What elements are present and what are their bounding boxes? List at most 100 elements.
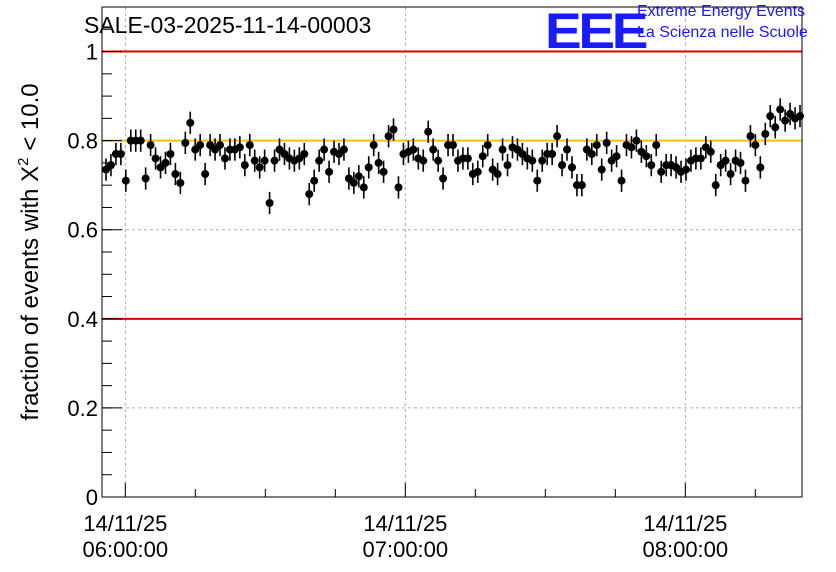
- data-point: [359, 183, 368, 192]
- data-point: [255, 163, 264, 172]
- y-tick-label: 1: [86, 40, 98, 65]
- data-point: [776, 105, 785, 114]
- eee-logo: EEE: [545, 3, 648, 59]
- logo-line-1: Extreme Energy Events: [637, 3, 806, 20]
- data-point: [642, 152, 651, 161]
- data-point: [567, 163, 576, 172]
- data-point: [796, 112, 804, 121]
- y-axis-label-sup: 2: [15, 157, 32, 165]
- data-point: [176, 178, 185, 187]
- y-tick-label: 0.8: [67, 129, 98, 154]
- data-point: [201, 170, 210, 179]
- data-point: [106, 161, 115, 170]
- data-point: [161, 158, 170, 167]
- data-point: [711, 181, 720, 190]
- data-series: [102, 98, 804, 215]
- data-point: [389, 125, 398, 134]
- y-axis-label-tail: < 10.0: [17, 83, 44, 157]
- chart-title: SALE-03-2025-11-14-00003: [84, 12, 372, 38]
- data-point: [751, 141, 760, 150]
- data-point: [756, 163, 765, 172]
- data-point: [181, 138, 190, 147]
- data-point: [478, 152, 487, 161]
- data-point: [379, 167, 388, 176]
- data-point: [781, 116, 790, 125]
- y-axis-label-main: fraction of events with X: [17, 166, 44, 421]
- data-point: [171, 170, 180, 179]
- data-point: [245, 141, 254, 150]
- data-point: [528, 156, 537, 165]
- data-point: [374, 158, 383, 167]
- data-point: [146, 141, 155, 150]
- data-point: [746, 132, 755, 141]
- data-point: [647, 161, 656, 170]
- data-point: [265, 199, 274, 207]
- data-point: [260, 156, 269, 165]
- data-point: [632, 136, 641, 145]
- data-point: [339, 145, 348, 154]
- data-point: [766, 112, 775, 121]
- logo-line-2: La Scienza nelle Scuole: [637, 24, 808, 41]
- data-point: [558, 161, 567, 170]
- data-point: [116, 150, 125, 158]
- data-point: [250, 156, 259, 165]
- data-point: [151, 154, 160, 163]
- data-point: [696, 154, 705, 163]
- data-point: [121, 176, 130, 185]
- data-point: [305, 190, 314, 199]
- data-point: [424, 127, 433, 136]
- x-tick-label-time: 06:00:00: [83, 537, 169, 562]
- x-tick-label-date: 14/11/25: [643, 511, 727, 536]
- data-point: [240, 161, 249, 170]
- plot-frame: [101, 6, 803, 498]
- data-point: [434, 156, 443, 165]
- data-point: [652, 141, 661, 150]
- data-point: [196, 141, 205, 150]
- data-point: [657, 167, 666, 176]
- data-point: [681, 165, 690, 174]
- y-tick-label: 0.2: [67, 396, 98, 421]
- y-axis-label: fraction of events with X2 < 10.0: [15, 83, 44, 420]
- y-tick-label: 0.6: [67, 218, 98, 243]
- data-point: [310, 176, 319, 185]
- data-point: [384, 132, 393, 141]
- data-point: [220, 154, 229, 163]
- data-point: [141, 174, 150, 183]
- data-point: [364, 163, 373, 172]
- data-point: [721, 156, 730, 165]
- data-point: [369, 141, 378, 150]
- data-point: [563, 145, 572, 154]
- data-point: [216, 141, 225, 150]
- data-point: [577, 181, 586, 190]
- data-point: [612, 152, 621, 161]
- y-tick-label: 0: [86, 485, 98, 510]
- y-axis: 0 0.2 0.4 0.6 0.8 1: [67, 6, 122, 510]
- data-point: [449, 141, 457, 150]
- data-point: [483, 141, 492, 150]
- data-point: [503, 161, 512, 170]
- data-point: [136, 136, 145, 145]
- data-point: [325, 167, 334, 176]
- grid-lines: [102, 7, 802, 497]
- x-tick-label-time: 08:00:00: [643, 537, 729, 562]
- x-tick-label-date: 14/11/25: [363, 511, 447, 536]
- data-point: [409, 145, 418, 154]
- data-point: [300, 150, 309, 158]
- data-point: [354, 172, 363, 181]
- x-tick-label-date: 14/11/25: [83, 511, 167, 536]
- data-point: [548, 150, 557, 158]
- data-point: [538, 156, 547, 165]
- data-point: [419, 156, 428, 165]
- data-point: [602, 138, 611, 147]
- x-axis: 14/11/2506:00:0014/11/2507:00:0014/11/25…: [83, 483, 756, 562]
- data-point: [429, 145, 438, 154]
- x-tick-label-time: 07:00:00: [363, 537, 449, 562]
- data-point: [627, 143, 636, 152]
- data-point: [498, 145, 507, 154]
- data-point: [617, 176, 626, 185]
- y-tick-label: 0.4: [67, 307, 98, 332]
- data-point: [597, 165, 606, 174]
- data-point: [320, 145, 329, 154]
- data-point: [741, 176, 750, 185]
